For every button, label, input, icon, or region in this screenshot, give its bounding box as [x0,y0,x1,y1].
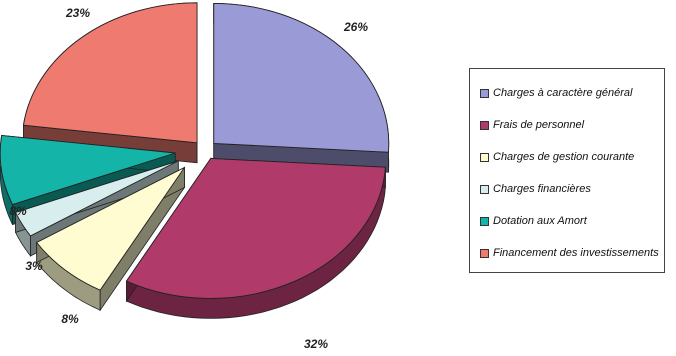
legend-label: Financement des investissements [493,247,659,259]
data-label: 26% [343,20,368,34]
data-label: 8% [9,204,27,218]
legend-item: Charges financières [480,173,658,205]
legend-swatch [480,248,489,258]
legend-item: Dotation aux Amort [480,205,658,237]
pie-slice [0,134,176,206]
pie-slice [213,2,390,153]
legend-swatch [480,88,489,98]
legend-label: Charges à caractère général [493,87,633,99]
legend-swatch [480,184,489,194]
legend-label: Charges financières [493,183,591,195]
data-label: 32% [304,337,328,351]
pie-slice [36,167,185,291]
legend-swatch [480,152,489,162]
legend-item: Charges de gestion courante [480,141,658,173]
pie-slice [22,2,198,144]
data-label: 8% [61,312,79,326]
pie-slice [14,160,179,237]
pie-slice [125,157,386,299]
legend-item: Financement des investissements [480,237,659,269]
legend-swatch [480,120,489,130]
legend-label: Frais de personnel [493,119,585,131]
legend-item: Frais de personnel [480,109,658,141]
legend: Charges à caractère général Frais de per… [469,68,665,273]
data-label: 3% [25,259,43,273]
legend-swatch [480,216,489,226]
legend-item: Charges à caractère général [480,77,658,109]
data-label: 23% [65,6,90,20]
legend-label: Charges de gestion courante [493,151,635,163]
legend-label: Dotation aux Amort [493,215,587,227]
